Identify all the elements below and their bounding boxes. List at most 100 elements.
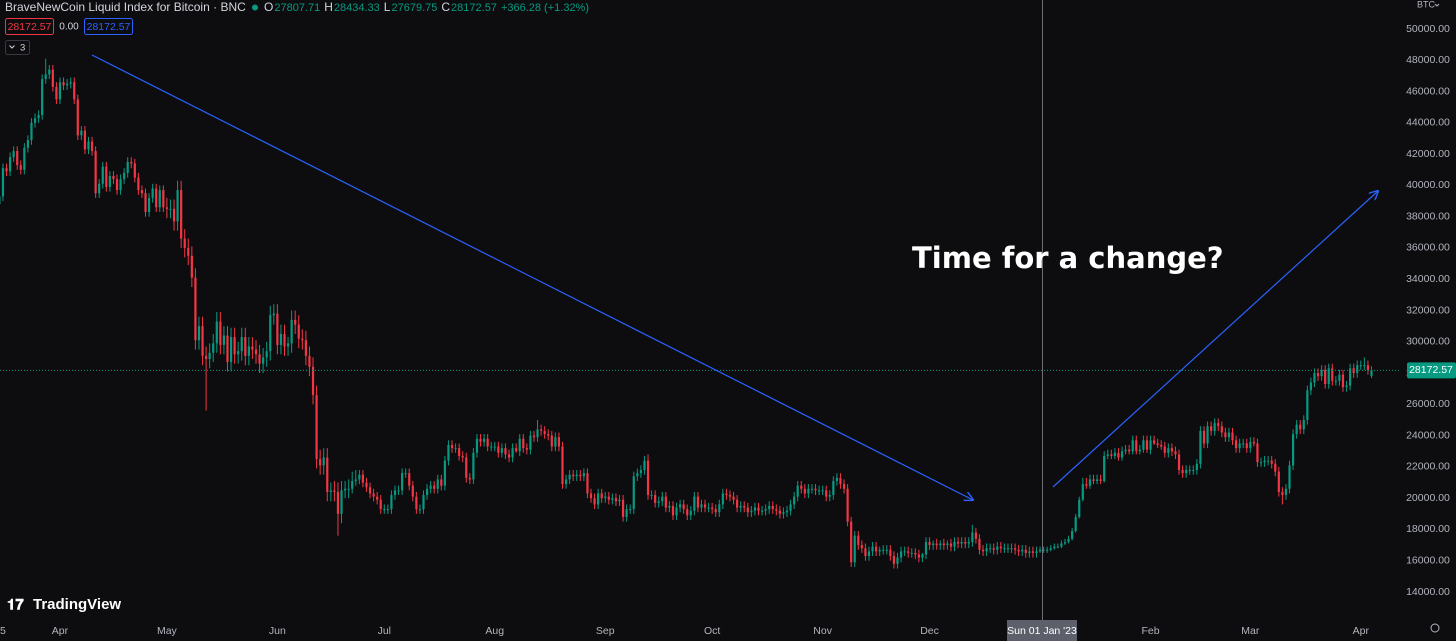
- candle-body: [664, 496, 667, 508]
- candle-body: [661, 496, 664, 502]
- candle-body: [1274, 463, 1277, 472]
- candle-body: [383, 509, 386, 511]
- candle-body: [1334, 380, 1337, 382]
- candle-body: [860, 545, 863, 549]
- candle-body: [425, 488, 429, 496]
- candle-body: [564, 479, 568, 485]
- y-tick-label: 40000.00: [1406, 179, 1450, 191]
- candle-body: [1324, 369, 1327, 385]
- currency[interactable]: BTC: [1417, 0, 1436, 9]
- candle-body: [212, 343, 215, 353]
- candle-body: [226, 335, 229, 363]
- candle-body: [41, 79, 44, 116]
- candle-body: [16, 150, 19, 166]
- candle-body: [1010, 548, 1013, 550]
- crosshair-label: Sun 01 Jan '23: [1007, 625, 1077, 637]
- candle-body: [454, 448, 457, 450]
- candle-body: [842, 484, 846, 489]
- candle-body: [1135, 440, 1138, 452]
- candle-body: [1224, 432, 1227, 438]
- candle-body: [956, 541, 960, 544]
- candle-body: [686, 509, 689, 516]
- candle-body: [172, 208, 176, 222]
- candle-body: [115, 179, 119, 191]
- candle-body: [789, 504, 792, 511]
- trend-line-up[interactable]: [1052, 191, 1378, 488]
- y-tick-label: 50000.00: [1406, 23, 1450, 35]
- candle-body: [475, 438, 479, 453]
- candle-body: [821, 490, 824, 492]
- candle-body: [1199, 430, 1202, 464]
- candle-body: [700, 504, 703, 508]
- candle-body: [582, 473, 585, 477]
- candle-body: [254, 349, 258, 355]
- candle-body: [1313, 373, 1316, 383]
- indicator-toggle[interactable]: [5, 40, 30, 55]
- candle-body: [1327, 368, 1330, 385]
- candle-body: [736, 499, 739, 508]
- y-tick-label: 38000.00: [1406, 210, 1450, 222]
- candle-body: [981, 549, 985, 552]
- candle-body: [276, 313, 279, 345]
- candle-body: [1006, 548, 1010, 550]
- candle-body: [37, 115, 40, 119]
- x-tick-label: Mar: [1241, 625, 1260, 637]
- x-tick-label: May: [157, 625, 178, 637]
- trend-line-down[interactable]: [91, 54, 973, 500]
- candle-body: [914, 552, 917, 555]
- x-tick-label: Jul: [378, 625, 391, 637]
- candle-body: [468, 477, 471, 480]
- candle-body: [1299, 424, 1302, 430]
- candle-body: [1341, 374, 1345, 388]
- candle-body: [83, 130, 87, 150]
- plot-area: [0, 58, 1400, 569]
- candle-body: [23, 147, 26, 170]
- candle-body: [461, 455, 464, 458]
- sell-price[interactable]: 28172.57: [8, 21, 52, 33]
- candle-body: [1149, 440, 1152, 450]
- candle-body: [1099, 479, 1102, 481]
- candle-body: [144, 193, 147, 212]
- x-tick-label: Aug: [485, 625, 504, 637]
- candle-body: [1081, 484, 1084, 500]
- buy-box[interactable]: [84, 18, 133, 35]
- ohlc-label: L: [384, 0, 391, 14]
- candle-body: [1177, 454, 1181, 471]
- candle-body: [301, 338, 304, 341]
- candle-body: [971, 532, 974, 542]
- y-tick-label: 16000.00: [1406, 555, 1450, 567]
- candle-body: [946, 543, 949, 546]
- candle-body: [411, 485, 414, 497]
- candle-body: [504, 448, 507, 455]
- candle-body: [728, 495, 732, 497]
- candle-body: [764, 509, 767, 511]
- sell-box[interactable]: [5, 18, 54, 35]
- candle-body: [1270, 460, 1273, 464]
- buy-price[interactable]: 28172.57: [87, 21, 131, 33]
- candle-body: [875, 546, 878, 552]
- candle-body: [311, 366, 315, 395]
- candle-body: [1106, 454, 1109, 456]
- settings-icon[interactable]: [1430, 623, 1440, 633]
- candle-body: [140, 190, 144, 194]
- candle-body: [1227, 432, 1231, 438]
- candle-body: [1238, 443, 1241, 449]
- candle-body: [322, 457, 325, 466]
- candle-body: [48, 69, 51, 75]
- candle-body: [80, 130, 83, 136]
- candle-body: [1063, 541, 1067, 544]
- candle-body: [782, 512, 785, 514]
- candle-body: [554, 437, 557, 447]
- candle-body: [1071, 531, 1074, 539]
- candle-body: [739, 505, 742, 508]
- candle-body: [600, 493, 603, 499]
- candle-body: [917, 554, 920, 558]
- candle-body: [1306, 390, 1309, 420]
- candle-body: [151, 188, 154, 198]
- candle-body: [935, 543, 938, 546]
- candle-body: [408, 473, 411, 486]
- candle-body: [436, 479, 439, 489]
- candle-body: [760, 510, 764, 512]
- candle-body: [942, 543, 945, 546]
- candle-body: [604, 496, 607, 499]
